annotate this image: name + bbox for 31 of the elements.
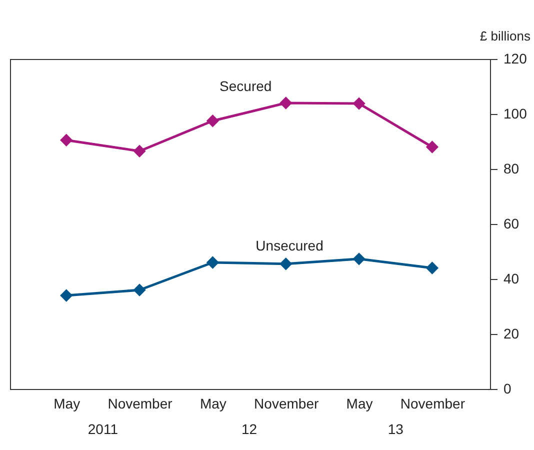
y-tick-label: 0 (504, 380, 512, 396)
point (426, 262, 439, 274)
series-label: Unsecured (256, 238, 324, 254)
point (133, 284, 146, 296)
y-tick-label: 80 (504, 160, 520, 176)
series-label: Secured (220, 78, 272, 94)
point (206, 256, 220, 269)
point (352, 252, 366, 266)
x-tick-label: November (254, 396, 319, 412)
y-axis-title: £ billions (480, 28, 531, 44)
text: 13 (388, 421, 404, 437)
point (280, 96, 292, 110)
x-tick-label: November (400, 396, 466, 412)
point (426, 140, 439, 154)
point (352, 97, 366, 110)
y-tick-label: 60 (504, 216, 520, 232)
text: 12 (241, 421, 258, 437)
x-tick-label: May (54, 396, 80, 412)
x-tick-label: May (346, 396, 373, 412)
x-tick-label: May (200, 396, 226, 412)
point (206, 114, 220, 128)
y-tick-label: 40 (504, 270, 520, 286)
point (133, 144, 146, 158)
point (60, 134, 73, 146)
y-tick-label: 120 (504, 50, 528, 66)
point (280, 258, 292, 270)
y-tick-label: 100 (504, 106, 528, 122)
point (60, 289, 73, 302)
text: 2011 (88, 421, 118, 437)
y-tick-label: 20 (504, 326, 520, 342)
x-tick-label: November (108, 396, 173, 412)
